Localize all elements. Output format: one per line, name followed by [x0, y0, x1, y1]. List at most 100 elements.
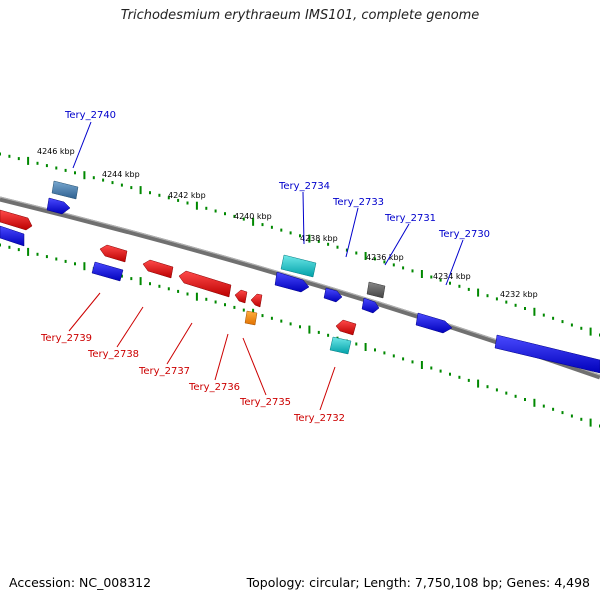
scale-minor-tick [495, 297, 498, 301]
leader-line [302, 191, 305, 245]
map-title: Trichodesmium erythraeum IMS101, complet… [120, 8, 480, 23]
leader-line [345, 207, 359, 258]
scale-minor-tick [64, 259, 67, 263]
scale-minor-tick [0, 243, 1, 247]
gene-feature[interactable] [91, 261, 124, 282]
scale-minor-tick [374, 257, 376, 261]
scale-major-tick [420, 361, 423, 369]
gene-feature-tery-2740[interactable] [51, 180, 79, 200]
gene-label-tery-2737[interactable]: Tery_2737 [138, 366, 190, 377]
scale-minor-tick [130, 186, 133, 190]
scale-track-top [0, 152, 600, 337]
gene-feature-tery-2735[interactable] [244, 310, 258, 326]
scale-minor-tick [224, 303, 226, 307]
scale-minor-tick [289, 231, 292, 235]
scale-minor-tick [120, 183, 123, 187]
scale-minor-tick [289, 322, 292, 326]
scale-minor-tick [45, 255, 48, 259]
scale-minor-tick [514, 394, 517, 398]
scale-minor-tick [570, 414, 573, 418]
scale-minor-tick [270, 316, 273, 320]
gene-label-tery-2735[interactable]: Tery_2735 [239, 397, 291, 408]
leader-line [116, 306, 144, 348]
gene-feature-tery-2739[interactable] [99, 244, 128, 263]
scale-minor-tick [55, 166, 58, 170]
scale-minor-tick [439, 278, 442, 282]
gene-feature[interactable] [250, 293, 263, 308]
scale-minor-tick [449, 281, 451, 285]
leader-line [166, 322, 193, 365]
scale-minor-tick [449, 372, 451, 376]
gene-label-tery-2740[interactable]: Tery_2740 [64, 110, 116, 121]
scale-minor-tick [383, 351, 386, 355]
scale-major-tick [195, 292, 198, 301]
gene-feature[interactable] [46, 197, 71, 215]
gene-label-tery-2738[interactable]: Tery_2738 [87, 349, 139, 360]
scale-minor-tick [514, 303, 517, 307]
gene-feature[interactable] [274, 271, 310, 293]
leader-lines-bottom [68, 292, 336, 411]
accession-text: Accession: NC_008312 [9, 575, 152, 590]
scale-minor-tick [505, 300, 508, 304]
gene-feature[interactable] [329, 336, 352, 355]
gene-feature-tery-2738[interactable] [142, 259, 174, 279]
leader-line [214, 333, 229, 381]
gene-feature-tery-2731[interactable] [366, 281, 386, 299]
gene-label-tery-2730[interactable]: Tery_2730 [438, 229, 490, 240]
gene-feature[interactable] [361, 297, 380, 314]
scale-major-tick [364, 343, 367, 351]
gene-label-tery-2734[interactable]: Tery_2734 [278, 181, 330, 192]
scale-minor-tick [542, 313, 545, 317]
gene-feature-tery-2730[interactable] [415, 312, 453, 334]
gene-feature-tery-2732[interactable] [335, 319, 357, 336]
gene-feature-tery-2734[interactable] [280, 254, 317, 278]
scale-minor-tick [64, 168, 67, 172]
scale-minor-tick [411, 360, 414, 364]
scale-major-tick [589, 418, 592, 427]
scale-label-4242: 4242 kbp [168, 191, 206, 200]
gene-label-tery-2732[interactable]: Tery_2732 [293, 413, 345, 424]
scale-minor-tick [411, 269, 414, 273]
scale-label-4236: 4236 kbp [366, 253, 404, 262]
gene-label-tery-2733[interactable]: Tery_2733 [332, 197, 384, 208]
scale-minor-tick [270, 225, 273, 229]
scale-minor-tick [130, 277, 133, 281]
scale-minor-tick [552, 407, 555, 411]
gene-feature[interactable] [0, 225, 25, 247]
scale-minor-tick [242, 308, 245, 312]
scale-minor-tick [111, 181, 114, 185]
scale-minor-tick [102, 178, 105, 182]
scale-minor-tick [486, 385, 489, 389]
gene-feature-tery-2733[interactable] [323, 287, 343, 303]
gene-label-tery-2736[interactable]: Tery_2736 [188, 382, 240, 393]
scale-minor-tick [355, 342, 358, 346]
scale-minor-tick [280, 228, 283, 232]
scale-minor-tick [167, 287, 170, 291]
gene-feature-tery-2737[interactable] [178, 270, 232, 298]
scale-major-tick [364, 252, 367, 260]
scale-minor-tick [467, 287, 470, 291]
scale-minor-tick [383, 260, 386, 264]
scale-minor-tick [552, 316, 555, 320]
scale-major-tick [27, 247, 30, 256]
scale-minor-tick [392, 354, 395, 358]
scale-minor-tick [280, 319, 283, 323]
scale-minor-tick [36, 252, 39, 256]
gene-label-tery-2731[interactable]: Tery_2731 [384, 213, 436, 224]
scale-minor-tick [458, 284, 461, 288]
scale-minor-tick [430, 366, 433, 370]
scale-minor-tick [149, 282, 151, 286]
gene-feature[interactable] [494, 334, 600, 374]
scale-minor-tick [524, 307, 526, 310]
scale-minor-tick [92, 176, 95, 180]
gene-feature[interactable] [0, 209, 33, 231]
scale-minor-tick [402, 266, 405, 270]
scale-minor-tick [224, 212, 226, 216]
scale-minor-tick [317, 330, 320, 334]
leader-line [319, 366, 336, 411]
scale-label-4244: 4244 kbp [102, 170, 140, 179]
gene-feature-tery-2736[interactable] [234, 289, 248, 304]
leader-lines-top [72, 121, 464, 286]
gene-label-tery-2739[interactable]: Tery_2739 [40, 333, 92, 344]
